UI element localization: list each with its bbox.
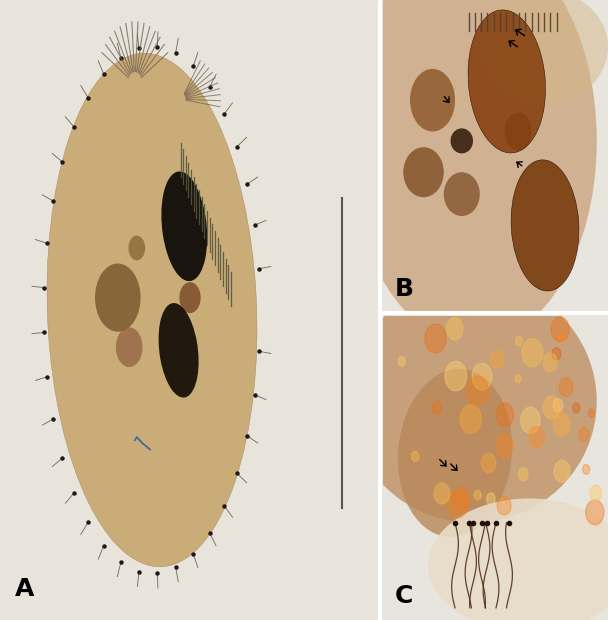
Circle shape (486, 493, 495, 505)
Circle shape (543, 353, 557, 372)
Circle shape (434, 483, 450, 504)
Circle shape (579, 428, 589, 441)
Circle shape (482, 453, 496, 473)
Circle shape (398, 356, 405, 366)
Ellipse shape (398, 369, 512, 537)
Circle shape (522, 339, 543, 366)
FancyBboxPatch shape (0, 0, 380, 620)
Circle shape (520, 407, 540, 433)
Circle shape (553, 413, 570, 436)
Circle shape (460, 405, 482, 433)
Ellipse shape (349, 0, 596, 344)
Circle shape (554, 461, 570, 482)
Circle shape (590, 485, 602, 502)
Ellipse shape (428, 498, 608, 620)
Ellipse shape (47, 53, 257, 567)
Circle shape (586, 500, 604, 525)
Circle shape (518, 467, 528, 481)
Circle shape (472, 363, 492, 390)
Ellipse shape (179, 282, 201, 313)
Ellipse shape (116, 327, 142, 367)
Circle shape (446, 317, 463, 340)
Circle shape (551, 317, 569, 342)
Text: C: C (394, 584, 413, 608)
Text: A: A (15, 577, 35, 601)
Ellipse shape (410, 69, 455, 131)
Ellipse shape (451, 128, 473, 153)
Ellipse shape (505, 113, 531, 150)
Circle shape (529, 427, 545, 448)
Ellipse shape (482, 0, 608, 104)
Circle shape (552, 348, 561, 360)
Circle shape (516, 336, 522, 346)
Circle shape (432, 401, 442, 414)
Ellipse shape (161, 172, 207, 281)
Circle shape (445, 361, 467, 391)
Circle shape (543, 396, 560, 419)
Ellipse shape (444, 172, 480, 216)
Circle shape (466, 376, 488, 405)
Circle shape (582, 464, 590, 474)
Circle shape (589, 409, 595, 417)
Circle shape (496, 433, 514, 458)
Circle shape (496, 403, 514, 427)
Ellipse shape (159, 303, 199, 397)
Circle shape (447, 490, 468, 518)
Text: B: B (394, 277, 413, 301)
Ellipse shape (349, 280, 596, 523)
Ellipse shape (468, 10, 545, 153)
Circle shape (573, 403, 580, 413)
Circle shape (558, 333, 565, 343)
Circle shape (559, 378, 573, 396)
Ellipse shape (95, 264, 140, 332)
Circle shape (453, 487, 470, 511)
Circle shape (474, 490, 481, 500)
Circle shape (515, 375, 521, 383)
Ellipse shape (403, 147, 444, 197)
Circle shape (412, 451, 419, 461)
Circle shape (491, 350, 503, 368)
Ellipse shape (511, 160, 579, 291)
Circle shape (497, 496, 511, 515)
Circle shape (425, 324, 446, 353)
Ellipse shape (128, 236, 145, 260)
Circle shape (553, 399, 563, 412)
